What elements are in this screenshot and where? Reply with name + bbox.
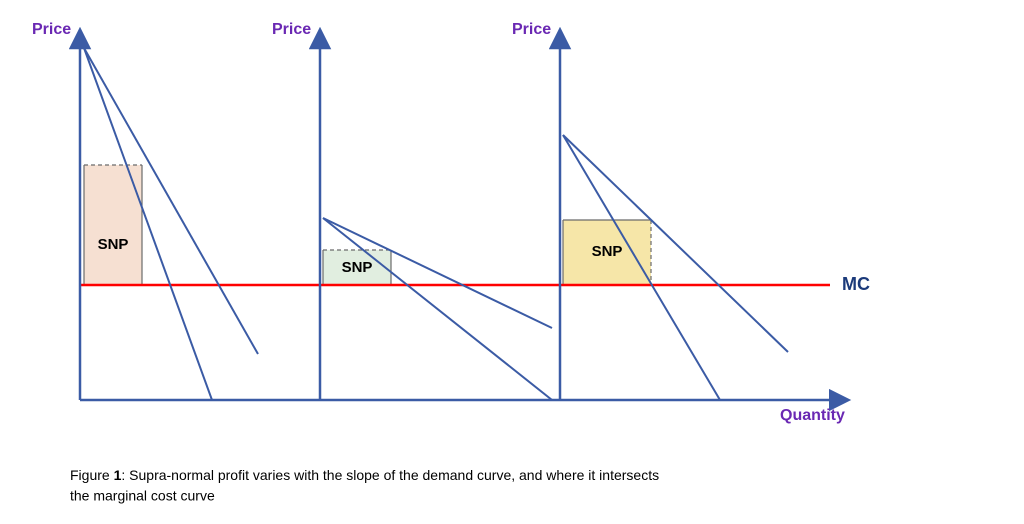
snp-label-1: SNP xyxy=(98,236,129,253)
price-label-3: Price xyxy=(512,21,551,38)
snp-region-3: SNP xyxy=(563,220,651,285)
mc-label: MC xyxy=(842,274,870,294)
price-label-1: Price xyxy=(32,21,71,38)
economics-diagram: SNP SNP SNP Price Price Price Quantity MC Figure… xyxy=(0,0,1024,524)
caption-line-1: Figure 1: Supra-normal profit varies wit… xyxy=(70,467,659,483)
snp-label-3: SNP xyxy=(592,243,623,260)
snp-region-2: SNP xyxy=(323,250,391,285)
demand-line-2 xyxy=(323,218,552,400)
snp-label-2: SNP xyxy=(342,259,373,276)
quantity-label: Quantity xyxy=(780,407,845,424)
price-label-2: Price xyxy=(272,21,311,38)
caption-line-2: the marginal cost curve xyxy=(70,487,215,503)
